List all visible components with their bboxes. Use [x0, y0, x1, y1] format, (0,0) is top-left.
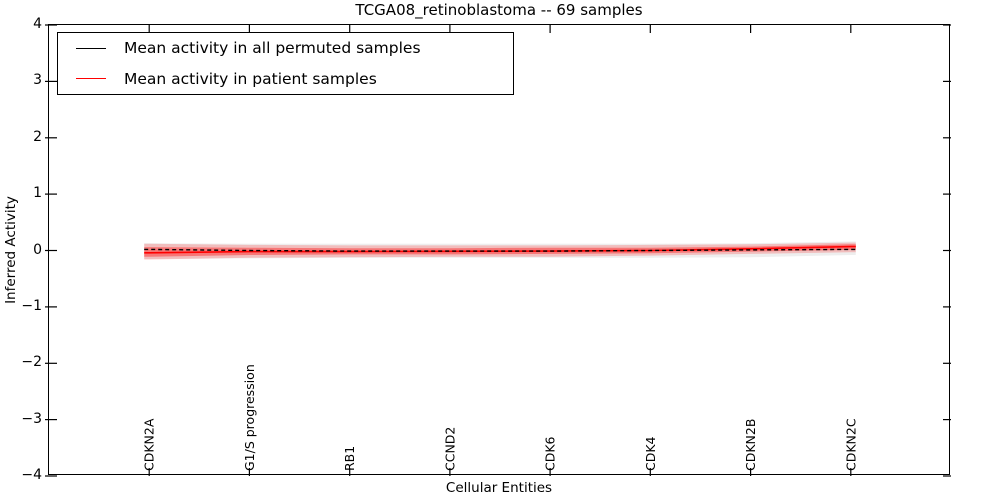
category-label: CDKN2C [843, 418, 858, 471]
band-permuted-range [144, 241, 856, 259]
legend: Mean activity in all permuted samples Me… [57, 32, 514, 95]
y-tick-label: 4 [33, 16, 42, 32]
legend-row-permuted: Mean activity in all permuted samples [76, 39, 513, 57]
legend-label-patient: Mean activity in patient samples [124, 69, 377, 88]
y-tick-label: 2 [33, 128, 42, 145]
category-label: RB1 [342, 446, 357, 471]
y-tick-label: −2 [21, 354, 42, 371]
y-tick-label: 1 [33, 185, 42, 202]
category-label: CDKN2A [142, 418, 157, 471]
y-tick-label: −4 [21, 467, 42, 483]
category-label: CDK4 [643, 436, 658, 471]
y-tick-label: −1 [21, 297, 42, 314]
permuted-line-sample-icon [76, 47, 106, 49]
y-tick-label: 0 [33, 241, 42, 258]
y-tick-label: −3 [21, 410, 42, 427]
series-line-patient [144, 245, 856, 254]
y-tick-label: 3 [33, 72, 42, 89]
category-label: CDK6 [543, 436, 558, 471]
chart-canvas: CDKN2A G1/S progression RB1 CCND2 CDK6 CDK4 CD… [45, 24, 951, 477]
legend-row-patient: Mean activity in patient samples [76, 70, 513, 88]
x-axis-label: Cellular Entities [445, 480, 553, 496]
category-label: G1/S progression [242, 364, 257, 471]
legend-label-permuted: Mean activity in all permuted samples [124, 39, 421, 58]
category-label: CCND2 [442, 427, 457, 471]
patient-line-sample-icon [76, 78, 106, 80]
plot-area: CDKN2A G1/S progression RB1 CCND2 CDK6 CDK4 CD… [45, 24, 951, 477]
category-label: CDKN2B [743, 419, 758, 471]
chart-title: TCGA08_retinoblastoma -- 69 samples [355, 1, 643, 19]
